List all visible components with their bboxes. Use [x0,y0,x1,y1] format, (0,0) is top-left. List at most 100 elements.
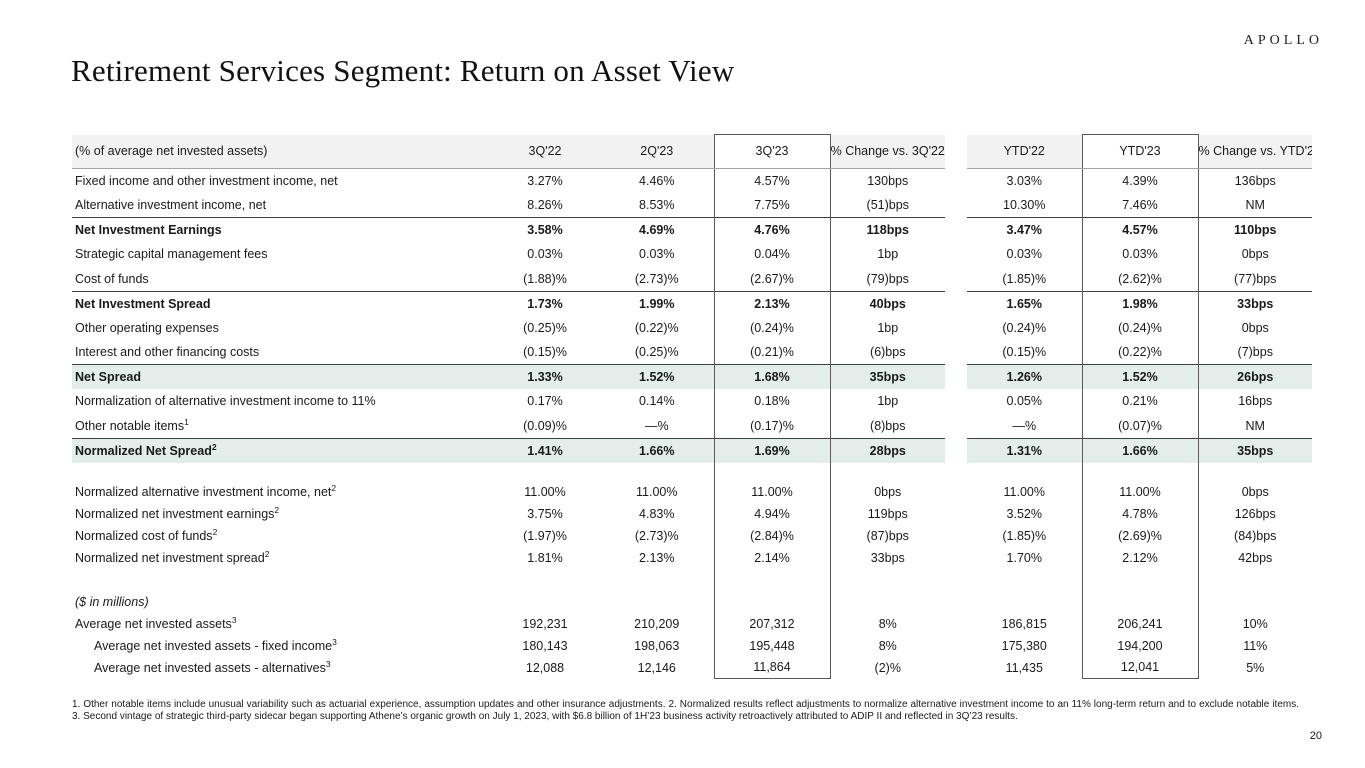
spacer [1198,569,1312,591]
cell: (0.07)% [1081,413,1199,438]
cell: 1.70% [1006,550,1042,565]
cell: 8.53% [639,198,675,212]
roa-table-container: (% of average net invested assets) 3Q'22… [72,134,1312,679]
cell: 12,041 [1081,656,1199,679]
column-gap [945,315,967,340]
cell: 11.00% [713,480,831,503]
cell: 0.21% [1081,389,1199,414]
table-row: Alternative investment income, net 8.26%… [72,193,1312,218]
superscript: 3 [325,658,331,669]
table-row: Interest and other financing costs (0.15… [72,340,1312,365]
cell: 1.69% [713,437,831,463]
table-row: Normalized cost of funds2 (1.97)% (2.73)… [72,524,1312,547]
table-row: Normalized net investment earnings2 3.75… [72,502,1312,525]
units-label: ($ in millions) [75,594,149,609]
cell: (87)bps [866,528,909,543]
roa-table: (% of average net invested assets) 3Q'22… [72,134,1312,679]
cell: 10.30% [1003,198,1046,212]
row-label: Normalized Net Spread2 [72,437,490,463]
row-label: Other notable items1 [75,416,189,433]
cell: 2.12% [1081,546,1199,569]
table-row: Strategic capital management fees 0.03% … [72,242,1312,267]
column-gap [945,612,967,635]
cell: 3.47% [967,217,1082,242]
cell: (0.24)% [713,315,831,340]
cell: (7)bps [1237,345,1273,359]
spacer-row [72,568,1312,591]
cell: 33bps [1198,290,1312,316]
row-label: Strategic capital management fees [75,247,268,262]
table-row: Cost of funds (1.88)% (2.73)% (2.67)% (7… [72,266,1312,291]
cell: 130bps [867,174,909,188]
cell: 0bps [1241,320,1269,335]
row-label: Interest and other financing costs [75,345,260,359]
table-header-row: (% of average net invested assets) 3Q'22… [72,134,1312,169]
column-gap [945,168,967,193]
cell: 0bps [1241,247,1269,262]
row-label: Net Investment Earnings [72,217,490,242]
cell: 0.03% [1006,247,1042,262]
table-row: Other notable items1 (0.09)% —% (0.17)% … [72,413,1312,438]
row-label: Cost of funds [75,271,149,286]
cell: (1.97)% [523,528,567,543]
cell: 0.18% [713,389,831,414]
row-label: Average net invested assets - alternativ… [94,658,331,675]
apollo-logo: APOLLO [1243,33,1323,48]
cell: 1.31% [967,437,1082,463]
column-gap [945,462,967,481]
footnote: 1. Other notable items include unusual v… [72,699,1299,723]
cell: 1.68% [713,364,831,389]
spacer [830,463,945,481]
row-label: Average net invested assets3 [75,614,237,631]
cell: 186,815 [1001,616,1047,631]
cell: 4.46% [639,174,675,188]
cell: 11,435 [1005,660,1043,675]
cell: 4.94% [713,502,831,525]
cell: (0.25)% [634,345,679,359]
cell: 175,380 [1001,638,1047,653]
column-gap [945,480,967,503]
cell: 35bps [830,364,945,389]
cell: (0.24)% [1002,320,1047,335]
cell: (2)% [874,660,901,675]
row-label: Alternative investment income, net [75,198,267,212]
cell: 4.83% [639,506,675,521]
cell: 207,312 [713,612,831,635]
table-row: Normalized net investment spread2 1.81% … [72,546,1312,569]
superscript: 2 [212,526,218,537]
row-label: Other operating expenses [75,320,219,335]
cell: (0.25)% [523,320,567,335]
spacer [830,569,945,591]
spacer [713,462,831,481]
cell: (0.09)% [523,418,567,433]
spacer [1081,568,1199,591]
superscript: 2 [274,504,280,515]
column-gap [945,291,967,316]
row-label: Normalization of alternative investment … [75,394,376,409]
cell: 0.05% [1006,394,1042,409]
cell: 11.00% [1003,484,1045,499]
cell: 8.26% [527,198,563,212]
header-cell: % Change vs. YTD'22 [1198,134,1312,169]
cell: 11.00% [636,484,678,499]
cell: (79)bps [866,271,909,286]
cell: 4.39% [1081,168,1199,193]
header-cell: 2Q'23 [600,134,714,169]
cell: 126bps [1234,506,1276,521]
cell: (0.15)% [523,345,567,359]
cell: (1.88)% [523,271,567,286]
column-gap [945,134,967,169]
cell: 110bps [1198,217,1312,242]
cell: (84)bps [1234,528,1277,543]
column-gap [945,546,967,569]
table-row-normalized-net-spread: Normalized Net Spread2 1.41% 1.66% 1.69%… [72,437,1312,463]
column-gap [945,389,967,414]
table-row: Average net invested assets - fixed inco… [72,634,1312,657]
cell: 3.75% [527,506,563,521]
spacer [967,463,1082,481]
table-row: Normalized alternative investment income… [72,480,1312,503]
row-label: Normalized net investment earnings2 [75,504,280,521]
cell: 1.73% [490,290,600,316]
column-gap [945,502,967,525]
column-gap [945,364,967,389]
